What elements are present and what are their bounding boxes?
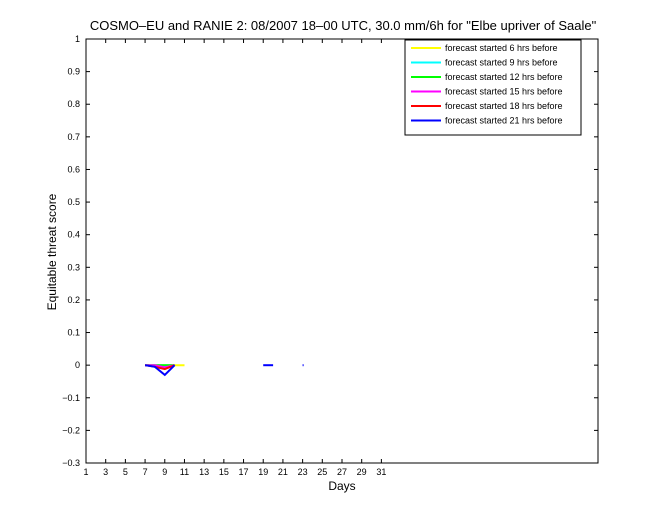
y-axis-label: Equitable threat score (45, 193, 59, 310)
x-tick-label: 31 (376, 467, 386, 477)
x-tick-label: 3 (103, 467, 108, 477)
y-tick-label: 0.1 (67, 328, 80, 338)
y-tick-label: 0.7 (67, 132, 80, 142)
series-group (144, 364, 304, 377)
x-tick-label: 17 (239, 467, 249, 477)
y-axis: −0.3 −0.2 −0.1 0 0.1 0.2 0.3 0.4 0.5 0.6 0.7 0.8 0.9… (62, 34, 598, 468)
y-tick-label: 0.2 (67, 295, 80, 305)
legend-label: forecast started 9 hrs before (445, 58, 558, 68)
y-tick-label: 0.6 (67, 164, 80, 174)
chart-title: COSMO–EU and RANIE 2: 08/2007 18–00 UTC,… (90, 18, 597, 33)
y-tick-label: −0.3 (62, 458, 80, 468)
x-tick-label: 19 (258, 467, 268, 477)
x-tick-label: 9 (162, 467, 167, 477)
x-tick-label: 25 (317, 467, 327, 477)
x-tick-label: 23 (298, 467, 308, 477)
legend-label: forecast started 12 hrs before (445, 72, 563, 82)
y-tick-label: 1 (75, 34, 80, 44)
legend-label: forecast started 15 hrs before (445, 87, 563, 97)
y-tick-label: −0.2 (62, 425, 80, 435)
y-tick-label: −0.1 (62, 393, 80, 403)
x-tick-label: 27 (337, 467, 347, 477)
x-axis: 1 3 5 7 9 11 13 15 17 19 21 23 25 27 29 31 (83, 39, 386, 477)
x-tick-label: 21 (278, 467, 288, 477)
y-tick-label: 0.5 (67, 197, 80, 207)
x-tick-label: 7 (143, 467, 148, 477)
legend-box (404, 39, 582, 136)
x-tick-label: 29 (357, 467, 367, 477)
x-tick-label: 5 (123, 467, 128, 477)
y-tick-label: 0 (75, 360, 80, 370)
x-tick-label: 11 (180, 467, 189, 477)
legend: forecast started 6 hrs before forecast st… (404, 39, 582, 136)
legend-label: forecast started 6 hrs before (445, 43, 558, 53)
y-tick-label: 0.4 (67, 230, 80, 240)
legend-label: forecast started 21 hrs before (445, 116, 563, 126)
x-tick-label: 1 (83, 467, 88, 477)
x-tick-label: 15 (219, 467, 229, 477)
y-tick-label: 0.3 (67, 262, 80, 272)
y-tick-label: 0.8 (67, 99, 80, 109)
legend-label: forecast started 18 hrs before (445, 101, 563, 111)
x-axis-label: Days (328, 479, 355, 493)
x-tick-label: 13 (199, 467, 209, 477)
y-tick-label: 0.9 (67, 67, 80, 77)
series-line-5 (144, 364, 176, 377)
